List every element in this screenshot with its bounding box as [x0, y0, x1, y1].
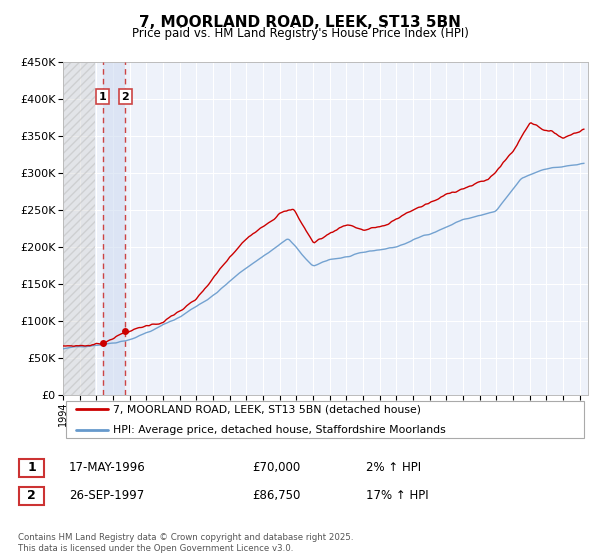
Text: £70,000: £70,000 — [252, 461, 300, 474]
Text: £86,750: £86,750 — [252, 489, 301, 502]
Text: 1: 1 — [98, 92, 106, 101]
Text: 1: 1 — [27, 461, 36, 474]
Text: 26-SEP-1997: 26-SEP-1997 — [69, 489, 144, 502]
Text: HPI: Average price, detached house, Staffordshire Moorlands: HPI: Average price, detached house, Staf… — [113, 424, 446, 435]
Text: 2% ↑ HPI: 2% ↑ HPI — [366, 461, 421, 474]
Text: 2: 2 — [27, 489, 36, 502]
Bar — [63, 62, 95, 395]
Bar — [103, 62, 125, 395]
Text: 7, MOORLAND ROAD, LEEK, ST13 5BN: 7, MOORLAND ROAD, LEEK, ST13 5BN — [139, 15, 461, 30]
FancyBboxPatch shape — [19, 459, 44, 477]
Text: 7, MOORLAND ROAD, LEEK, ST13 5BN (detached house): 7, MOORLAND ROAD, LEEK, ST13 5BN (detach… — [113, 404, 421, 414]
Text: 2: 2 — [121, 92, 129, 101]
Text: Contains HM Land Registry data © Crown copyright and database right 2025.
This d: Contains HM Land Registry data © Crown c… — [18, 533, 353, 553]
Text: Price paid vs. HM Land Registry's House Price Index (HPI): Price paid vs. HM Land Registry's House … — [131, 27, 469, 40]
Text: 17-MAY-1996: 17-MAY-1996 — [69, 461, 146, 474]
FancyBboxPatch shape — [65, 401, 584, 438]
Text: 17% ↑ HPI: 17% ↑ HPI — [366, 489, 428, 502]
FancyBboxPatch shape — [19, 487, 44, 505]
